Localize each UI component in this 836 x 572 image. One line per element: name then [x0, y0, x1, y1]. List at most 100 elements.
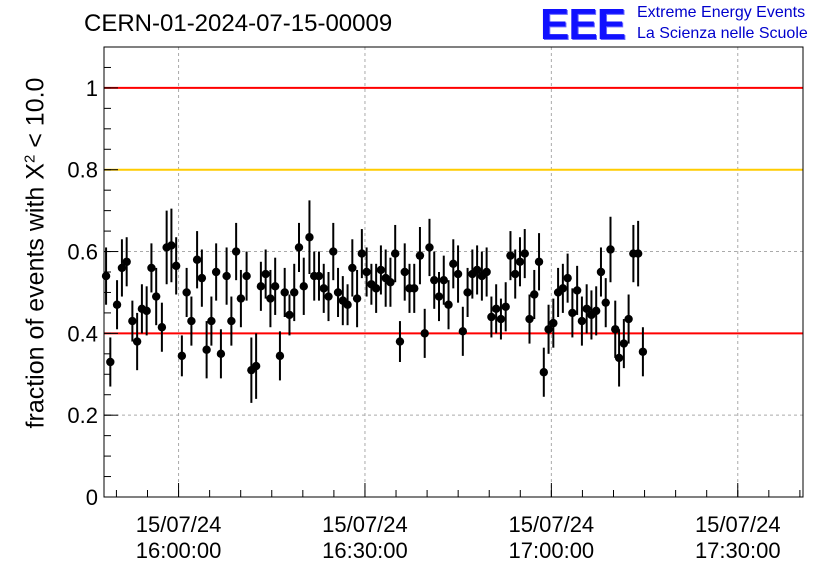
data-point [280, 288, 289, 297]
data-point [285, 310, 294, 320]
data-point [132, 337, 142, 346]
data-point [275, 351, 285, 361]
data-point [177, 351, 187, 361]
data-point [549, 318, 558, 328]
x-tick-label-date: 15/07/24 [136, 512, 222, 537]
data-point [614, 353, 624, 363]
data-point [544, 325, 553, 334]
data-point [572, 286, 582, 295]
data-point [449, 259, 458, 269]
y-tick-label: 0.2 [67, 403, 98, 428]
data-point [430, 275, 439, 285]
tick-labels: 00.20.40.60.8115/07/2416:00:0015/07/2416… [67, 76, 780, 563]
y-tick-label: 1 [86, 76, 98, 101]
data-point [227, 316, 236, 326]
data-point [147, 263, 156, 273]
data-point [611, 325, 620, 334]
y-axis-label-tail: < 10.0 [21, 77, 50, 155]
data-point [202, 345, 211, 354]
data-point [563, 273, 572, 283]
x-tick-label-date: 15/07/24 [509, 512, 595, 537]
data-point [568, 308, 577, 318]
data-point [128, 316, 137, 326]
data-point [157, 323, 167, 332]
data-point [439, 275, 448, 285]
data-point [371, 284, 381, 293]
data-point [638, 347, 648, 356]
y-axis-label: fraction of events with X2 < 10.0 [21, 78, 50, 429]
data-point [270, 282, 280, 291]
eee-logo: EEE Extreme Energy Events La Scienza nel… [540, 0, 830, 50]
data-point [496, 314, 506, 324]
y-axis-label-sup: 2 [21, 154, 39, 164]
eee-logo-mark: EEE [540, 0, 626, 49]
data-point [501, 302, 510, 311]
data-point [352, 294, 362, 303]
data-point [362, 267, 371, 277]
data-point [197, 273, 207, 283]
data-point [324, 292, 333, 301]
x-tick-label-time: 17:00:00 [509, 538, 595, 563]
data-point [211, 267, 221, 277]
data-point [348, 263, 357, 273]
data-point [511, 269, 520, 279]
data-point [415, 251, 425, 260]
data-point [506, 251, 515, 260]
data-series [101, 200, 648, 403]
run-title: CERN-01-2024-07-15-00009 [84, 10, 393, 37]
data-point [619, 339, 629, 348]
y-tick-label: 0.8 [67, 158, 98, 183]
data-point [633, 249, 643, 258]
data-point [577, 316, 587, 326]
data-point [266, 294, 275, 303]
data-point [167, 241, 176, 250]
y-axis-label-main: fraction of events with X [21, 163, 50, 429]
x-tick-label-time: 16:00:00 [136, 538, 222, 563]
y-tick-label: 0.6 [67, 240, 98, 265]
data-point [410, 284, 419, 293]
logo-line-project: Extreme Energy Events [637, 4, 806, 21]
data-point [222, 271, 231, 281]
data-point [251, 361, 261, 371]
data-point [182, 288, 191, 297]
data-point [515, 257, 525, 266]
data-point [425, 243, 434, 252]
data-point [333, 288, 343, 297]
x-tick-label-time: 16:30:00 [322, 538, 408, 563]
data-point [400, 267, 409, 277]
data-point [305, 233, 314, 242]
data-point [539, 368, 549, 377]
data-point [187, 316, 196, 326]
data-point [117, 263, 127, 273]
data-point [420, 329, 429, 338]
data-point [606, 245, 615, 254]
data-point [472, 265, 482, 275]
data-point [434, 292, 444, 301]
data-point [207, 316, 216, 326]
data-point [558, 284, 568, 293]
data-point [534, 257, 544, 266]
data-point [624, 314, 633, 324]
data-point [463, 288, 472, 297]
data-point [582, 304, 591, 314]
data-point [525, 314, 534, 324]
data-point [530, 290, 539, 299]
data-point [520, 249, 529, 258]
axis-ticks [104, 46, 801, 498]
x-tick-label-date: 15/07/24 [695, 512, 781, 537]
data-point [299, 282, 308, 291]
data-point [591, 306, 601, 316]
threshold-lines [104, 86, 803, 335]
data-point [231, 247, 241, 256]
x-tick-label-time: 17:30:00 [695, 538, 781, 563]
y-tick-label: 0 [86, 485, 98, 510]
x-tick-label-date: 15/07/24 [322, 512, 408, 537]
data-point [192, 255, 202, 264]
data-point [294, 243, 304, 252]
data-point [453, 269, 463, 279]
logo-line-subtitle: La Scienza nelle Scuole [637, 25, 808, 42]
data-point [395, 337, 405, 346]
data-point [487, 312, 496, 322]
data-point [236, 294, 246, 303]
